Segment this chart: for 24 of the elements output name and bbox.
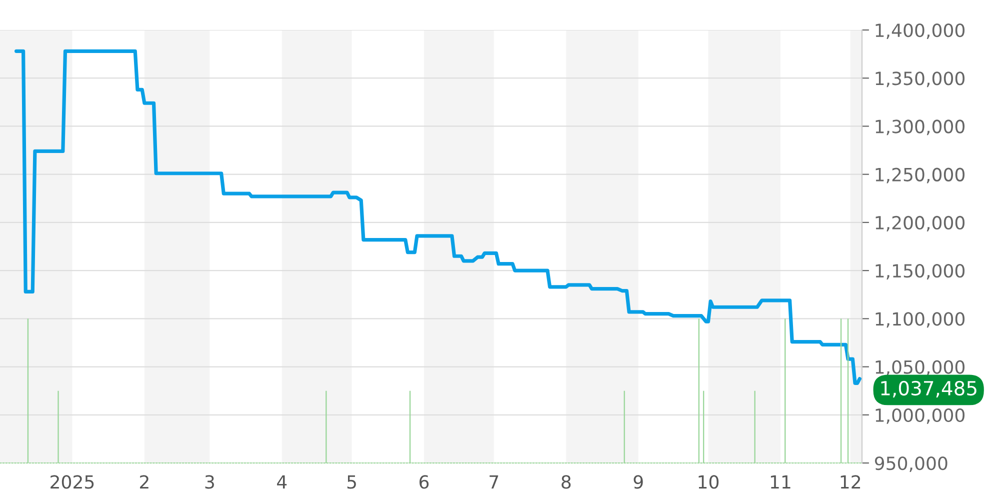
- y-tick-label: 1,300,000: [876, 120, 964, 136]
- x-tick-label: 6: [420, 475, 429, 489]
- y-tick-label: 1,200,000: [876, 216, 964, 232]
- y-tick-label: 950,000: [874, 456, 948, 472]
- x-tick-label: 2025: [50, 475, 94, 489]
- y-tick-label: 1,100,000: [876, 312, 964, 328]
- y-tick-label: 1,050,000: [876, 360, 964, 376]
- x-tick-label: 4: [277, 475, 287, 489]
- x-tick-label: 12: [840, 475, 860, 489]
- x-tick-label: 5: [347, 475, 356, 489]
- y-tick-label: 1,000,000: [876, 408, 964, 424]
- x-tick-label: 2: [140, 475, 148, 489]
- y-tick-label: 1,150,000: [876, 264, 964, 280]
- y-tick-label: 1,400,000: [876, 23, 964, 39]
- x-tick-label: 7: [490, 475, 498, 489]
- x-tick-label: 9: [634, 475, 643, 489]
- line-series: [14, 49, 862, 385]
- x-tick-label: 11: [770, 475, 790, 489]
- y-tick-label: 1,250,000: [876, 168, 964, 184]
- data-label: 1,037,485: [881, 380, 976, 398]
- y-tick-label: 1,350,000: [876, 72, 964, 88]
- x-tick-label: 8: [562, 475, 571, 489]
- x-tick-label: 10: [698, 475, 719, 489]
- x-tick-label: 3: [205, 475, 214, 489]
